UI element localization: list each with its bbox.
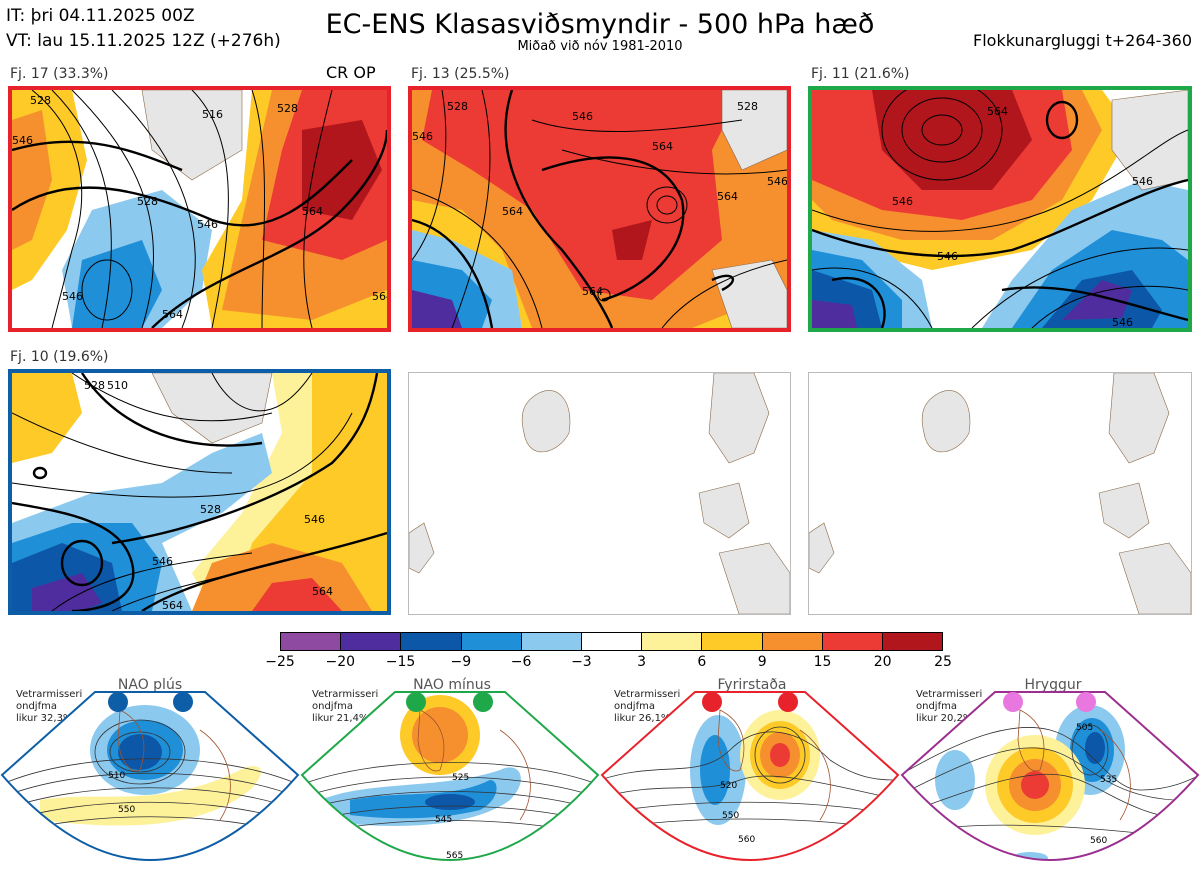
contour-label: 545 xyxy=(435,815,452,825)
colorbar-tick: 15 xyxy=(813,654,832,670)
contour-label: 546 xyxy=(1132,175,1153,188)
colorbar-swatch xyxy=(822,633,883,650)
contour-label: 564 xyxy=(372,290,387,303)
colorbar xyxy=(280,632,943,651)
regime-blocking-map: 520 550 560 xyxy=(600,691,900,862)
cluster-4-label: Fj. 10 (19.6%) xyxy=(10,349,109,365)
regime-nao-minus-title: NAO mínus xyxy=(413,677,491,693)
colorbar-swatch xyxy=(581,633,643,650)
colorbar-tick: 9 xyxy=(757,654,767,670)
contour-label: 546 xyxy=(937,250,958,263)
colorbar-tick: −3 xyxy=(571,654,592,670)
colorbar-tick: −20 xyxy=(325,654,356,670)
contour-label: 546 xyxy=(767,175,787,188)
colorbar-swatch xyxy=(521,633,582,650)
colorbar-tick: 3 xyxy=(637,654,647,670)
contour-label: 528 xyxy=(277,102,298,115)
regime-nao-plus-title: NAO plús xyxy=(117,677,183,693)
colorbar-tick: 20 xyxy=(873,654,892,670)
contour-label: 528 xyxy=(84,379,105,392)
contour-label: 546 xyxy=(62,290,83,303)
contour-label: 550 xyxy=(118,805,135,815)
contour-label: 516 xyxy=(202,108,223,121)
initial-time: IT: þri 04.11.2025 00Z xyxy=(6,6,195,26)
contour-label: 546 xyxy=(304,513,325,526)
valid-time: VT: lau 15.11.2025 12Z (+276h) xyxy=(6,31,281,51)
contour-label: 528 xyxy=(30,94,51,107)
cluster-3-label: Fj. 11 (21.6%) xyxy=(811,66,910,82)
contour-label: 546 xyxy=(412,130,433,143)
cluster-4-map: 528 510 528 546 546 564 564 xyxy=(8,369,391,615)
regime-blocking-title: Fyrirstaða xyxy=(717,677,787,693)
contour-label: 564 xyxy=(987,105,1008,118)
contour-label: 535 xyxy=(1100,775,1117,785)
contour-label: 564 xyxy=(582,285,603,298)
regime-nao-plus-map: 510 550 xyxy=(0,691,300,862)
contour-label: 564 xyxy=(502,205,523,218)
colorbar-tick: 25 xyxy=(934,654,952,670)
contour-label: 546 xyxy=(1112,316,1133,328)
colorbar-swatch xyxy=(461,633,522,650)
contour-label: 560 xyxy=(1090,836,1107,846)
contour-label: 564 xyxy=(162,599,183,611)
regime-blocking-note: Vetrarmisseri ondjfma likur 26,1% xyxy=(614,689,681,724)
regime-ridge-note: Vetrarmisseri ondjfma likur 20,2% xyxy=(916,689,983,724)
classification-window: Flokkunargluggi t+264-360 xyxy=(973,31,1192,50)
regime-ridge-map: 505 535 560 xyxy=(900,691,1200,862)
colorbar-swatch xyxy=(341,633,402,650)
colorbar-tick: −9 xyxy=(450,654,472,670)
colorbar-swatch xyxy=(642,633,703,650)
cluster-2-label: Fj. 13 (25.5%) xyxy=(411,66,510,82)
cluster-1-tag: CR OP xyxy=(326,63,376,82)
cluster-2-map: 528 546 546 528 564 564 546 564 564 xyxy=(408,86,791,332)
page-subtitle: Miðað við nóv 1981-2010 xyxy=(517,39,683,54)
colorbar-swatch xyxy=(882,633,943,650)
cluster-1-label: Fj. 17 (33.3%) xyxy=(10,66,109,82)
cluster-1-map: 528 516 528 528 546 546 564 564 546 564 xyxy=(8,86,391,332)
contour-label: 550 xyxy=(722,811,739,821)
colorbar-tick: 6 xyxy=(697,654,707,670)
contour-label: 528 xyxy=(137,195,158,208)
run-info: IT: þri 04.11.2025 00Z VT: lau 15.11.202… xyxy=(6,4,281,54)
contour-label: 564 xyxy=(717,190,738,203)
contour-label: 565 xyxy=(446,851,463,861)
contour-label: 546 xyxy=(12,134,33,147)
empty-map-1 xyxy=(408,372,791,615)
regime-nao-minus-note: Vetrarmisseri ondjfma likur 21,4% xyxy=(312,689,379,724)
contour-label: 546 xyxy=(197,218,218,231)
colorbar-swatch xyxy=(401,633,462,650)
contour-label: 510 xyxy=(108,771,125,781)
contour-label: 525 xyxy=(452,773,469,783)
contour-label: 528 xyxy=(200,503,221,516)
regime-ridge-title: Hryggur xyxy=(1024,677,1082,693)
colorbar-tick: −6 xyxy=(510,654,532,670)
colorbar-tick: −25 xyxy=(265,654,295,670)
colorbar-swatch xyxy=(762,633,823,650)
contour-label: 505 xyxy=(1076,723,1093,733)
contour-label: 528 xyxy=(447,100,468,113)
colorbar-ticks: −25 −20 −15 −9 −6 −3 3 6 9 15 20 25 xyxy=(265,652,952,672)
page-title: EC-ENS Klasasviðsmyndir - 500 hPa hæð xyxy=(325,9,875,40)
regime-nao-minus-map: 525 545 565 xyxy=(300,691,600,862)
empty-map-2 xyxy=(808,372,1192,615)
contour-label: 564 xyxy=(652,140,673,153)
contour-label: 546 xyxy=(892,195,913,208)
contour-label: 528 xyxy=(737,100,758,113)
regime-nao-plus-note: Vetrarmisseri ondjfma likur 32,3% xyxy=(16,689,83,724)
contour-label: 520 xyxy=(720,781,737,791)
colorbar-tick: −15 xyxy=(385,654,416,670)
contour-label: 546 xyxy=(572,110,593,123)
contour-label: 564 xyxy=(302,205,323,218)
contour-label: 564 xyxy=(312,585,333,598)
contour-label: 546 xyxy=(152,555,173,568)
contour-label: 510 xyxy=(107,379,128,392)
contour-label: 560 xyxy=(738,835,755,845)
contour-label: 564 xyxy=(162,308,183,321)
cluster-3-map: 564 546 546 546 546 xyxy=(808,86,1192,332)
colorbar-swatch xyxy=(702,633,763,650)
colorbar-swatch xyxy=(281,633,342,650)
